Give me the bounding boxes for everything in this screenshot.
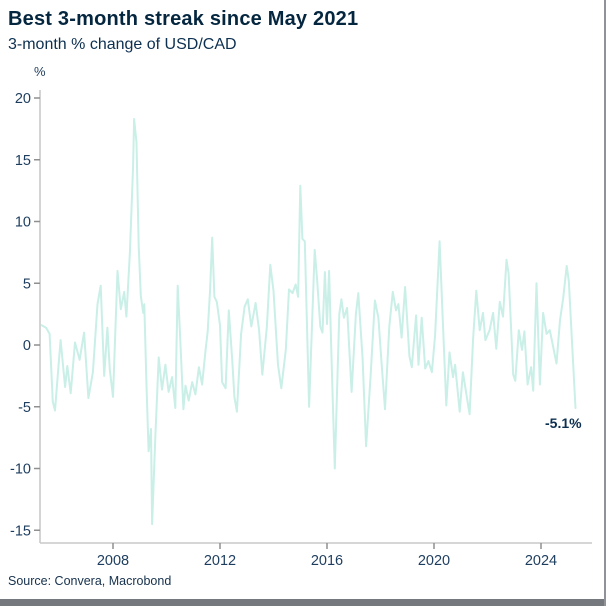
source-note: Source: Convera, Macrobond	[8, 574, 172, 588]
y-tick-label: 10	[15, 215, 31, 231]
y-tick-label: 5	[23, 276, 31, 292]
x-tick-label: 2024	[525, 553, 557, 569]
y-tick-label: -10	[10, 462, 31, 478]
y-tick-label: -5	[18, 400, 31, 416]
page-title: Best 3-month streak since May 2021	[8, 8, 359, 30]
y-axis-unit-label: %	[34, 64, 46, 79]
y-tick-label: 0	[23, 338, 31, 354]
last-value-label: -5.1%	[545, 415, 582, 431]
y-tick-label: 15	[15, 153, 31, 169]
usdcad-series-line	[40, 118, 577, 526]
x-tick-label: 2008	[97, 553, 129, 569]
bottom-bar	[0, 599, 604, 606]
x-tick-label: 2012	[204, 553, 236, 569]
x-tick-label: 2020	[418, 553, 450, 569]
x-tick-label: 2016	[311, 553, 343, 569]
y-tick-label: 20	[15, 91, 31, 107]
y-tick-label: -15	[10, 523, 31, 539]
page-subtitle: 3-month % change of USD/CAD	[8, 36, 237, 53]
